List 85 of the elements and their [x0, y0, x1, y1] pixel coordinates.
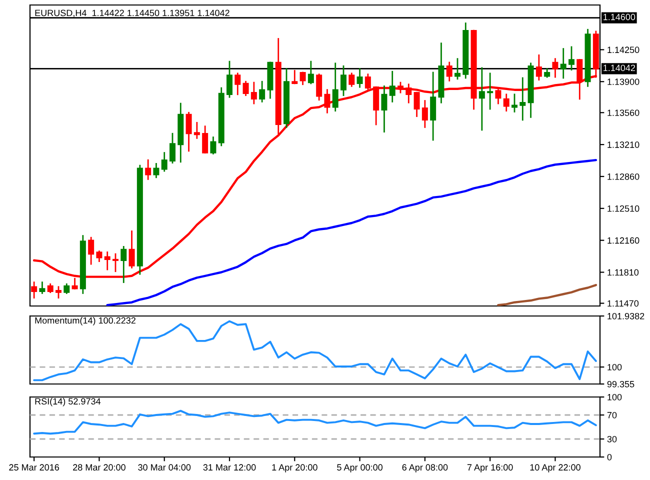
- candlestick: [226, 60, 232, 98]
- candlestick: [104, 251, 110, 270]
- candlestick: [487, 72, 494, 110]
- candlestick: [39, 282, 46, 294]
- y-tick-label: 1.11810: [608, 269, 639, 276]
- candlestick: [356, 68, 363, 88]
- y-tick-label: 99.355: [607, 380, 634, 388]
- candlestick: [389, 70, 396, 102]
- candlestick: [446, 62, 452, 82]
- chart-title: RSI(14) 52.9734: [35, 398, 101, 406]
- x-tick-label: 10 Apr 22:00: [530, 464, 580, 472]
- candlestick: [332, 62, 338, 112]
- candlestick: [96, 250, 102, 262]
- y-tick-label: 70: [607, 412, 617, 418]
- ref-line-label: 1.14600: [604, 14, 636, 20]
- y-tick-label: 1.12860: [608, 173, 640, 180]
- candlestick: [520, 77, 526, 121]
- line-series: [33, 410, 597, 435]
- candlestick: [316, 74, 322, 101]
- x-tick-label: 31 Mar 12:00: [203, 464, 256, 471]
- candlestick: [210, 136, 216, 154]
- candlestick: [202, 126, 208, 154]
- candlestick: [422, 100, 428, 128]
- y-tick-label: 101.9382: [608, 312, 644, 320]
- candlestick: [536, 54, 542, 80]
- candlestick: [88, 236, 94, 265]
- y-tick-label: 100: [608, 394, 622, 400]
- candlestick: [234, 72, 241, 96]
- candlestick: [381, 85, 388, 132]
- y-tick-label: 1.12510: [608, 205, 640, 212]
- candlestick: [560, 48, 566, 79]
- candlestick: [398, 82, 404, 94]
- candlestick: [373, 86, 380, 126]
- candlestick: [170, 132, 176, 164]
- candlestick: [194, 122, 200, 139]
- candlestick: [242, 80, 249, 96]
- candlestick: [511, 94, 518, 112]
- candlestick: [161, 152, 168, 172]
- y-tick-label: 30: [607, 436, 617, 442]
- line-series: [106, 158, 598, 306]
- y-tick-label: 1.13900: [608, 78, 640, 85]
- y-tick-label: 100: [608, 364, 622, 370]
- candlestick: [454, 58, 460, 80]
- line-series: [497, 284, 598, 306]
- y-tick-label: 0: [607, 454, 612, 460]
- y-tick-label: 1.11470: [608, 300, 639, 307]
- candlestick: [414, 92, 420, 117]
- candlestick: [31, 282, 38, 298]
- x-tick-label: 7 Apr 16:00: [467, 464, 513, 472]
- candlestick: [348, 72, 355, 87]
- ref-line-label: 1.14042: [604, 64, 636, 72]
- x-tick-label: 28 Mar 20:00: [73, 464, 126, 471]
- candlestick: [340, 65, 346, 96]
- chart-title: Momentum(14) 100.2232: [35, 317, 136, 326]
- candlestick: [568, 46, 574, 70]
- x-tick-label: 5 Apr 00:00: [337, 464, 383, 472]
- x-tick-label: 30 Mar 04:00: [138, 464, 191, 471]
- candlestick: [324, 89, 330, 114]
- candlestick: [300, 72, 306, 86]
- candlestick: [406, 84, 412, 104]
- x-tick-label: 25 Mar 2016: [9, 464, 60, 471]
- candlestick: [120, 246, 127, 283]
- candlestick: [64, 283, 70, 294]
- y-tick-label: 1.14250: [608, 46, 640, 54]
- candlestick: [250, 82, 257, 104]
- candlestick: [56, 286, 62, 298]
- candlestick: [430, 72, 436, 141]
- candlestick: [503, 94, 510, 112]
- candlestick: [153, 163, 160, 178]
- candlestick: [145, 159, 152, 180]
- candlestick: [292, 70, 298, 84]
- y-tick-label: 1.13560: [608, 110, 640, 116]
- candlestick: [495, 89, 502, 104]
- chart-title: EURUSD,H4 1.14422 1.14450 1.13951 1.14042: [35, 10, 230, 18]
- candlestick: [128, 230, 135, 268]
- candlestick: [186, 112, 192, 152]
- y-tick-label: 1.13210: [608, 142, 640, 148]
- y-tick-label: 1.12160: [608, 237, 640, 244]
- x-tick-label: 1 Apr 20:00: [272, 464, 318, 472]
- candlestick: [308, 60, 314, 84]
- candlestick: [552, 58, 558, 78]
- candlestick: [259, 80, 266, 102]
- x-tick-label: 6 Apr 08:00: [402, 464, 448, 472]
- candlestick: [478, 67, 485, 131]
- candlestick: [112, 253, 118, 272]
